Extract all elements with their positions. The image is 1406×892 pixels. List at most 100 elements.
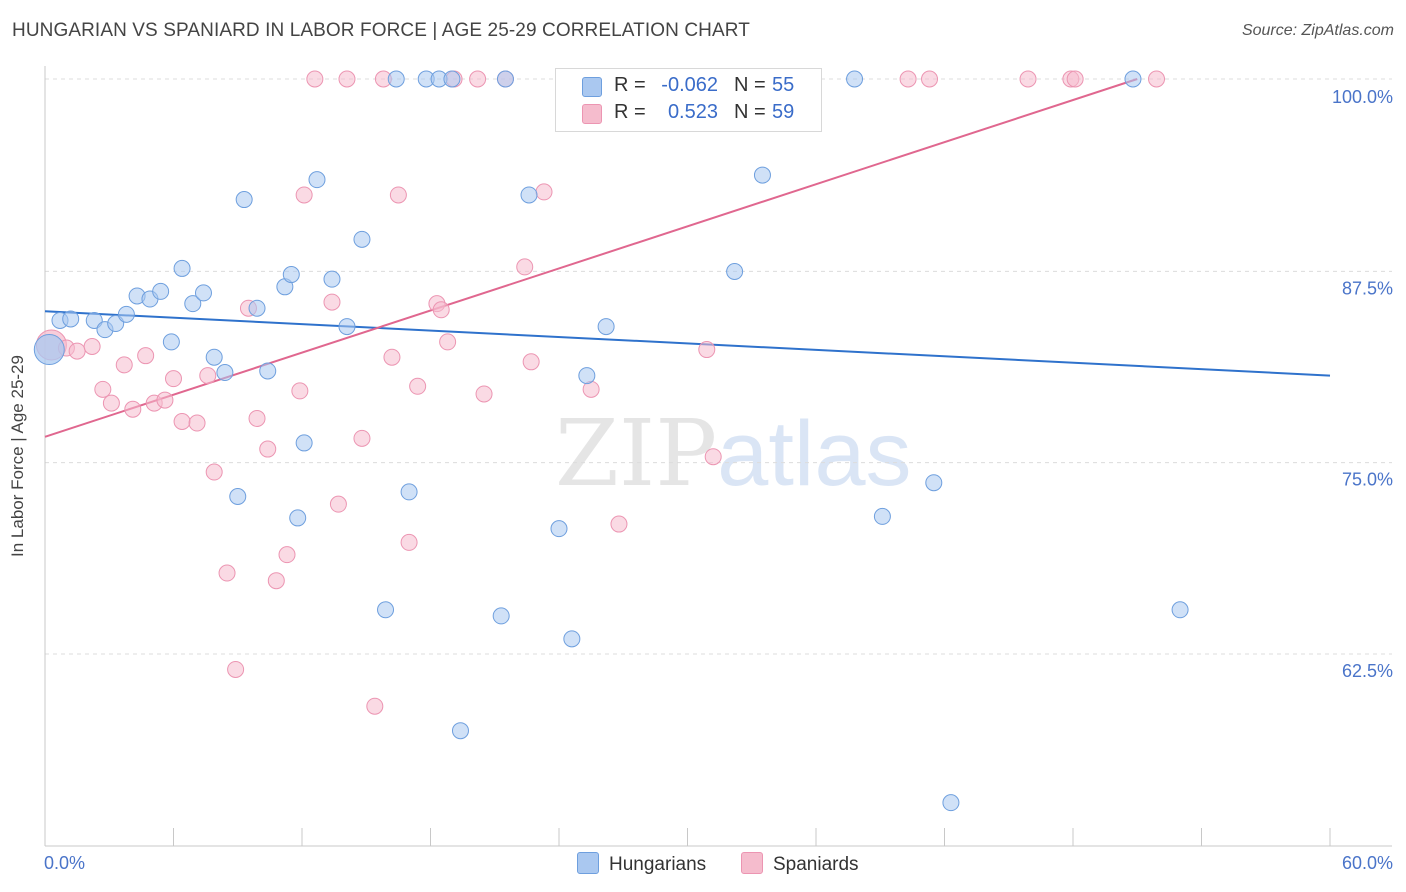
gridlines bbox=[45, 78, 1392, 655]
spaniard-point bbox=[205, 463, 223, 481]
hungarian-point bbox=[184, 295, 202, 313]
hungarian-point bbox=[873, 507, 891, 525]
hungarians-trend-line bbox=[44, 310, 1331, 377]
spaniard-point bbox=[409, 377, 427, 395]
spaniard-point bbox=[218, 564, 236, 582]
spaniard-point bbox=[338, 70, 356, 88]
spaniard-point bbox=[278, 546, 296, 564]
legend-n-value: 55 bbox=[772, 74, 795, 96]
hungarian-point bbox=[62, 310, 80, 328]
spaniard-point bbox=[535, 183, 553, 201]
hungarians-legend-label: Hungarians bbox=[609, 854, 707, 875]
spaniards-swatch bbox=[582, 104, 602, 124]
legend-item-spaniards: Spaniards bbox=[741, 852, 859, 876]
spaniard-point bbox=[469, 70, 487, 88]
hungarian-point bbox=[152, 282, 170, 300]
hungarian-point bbox=[443, 70, 461, 88]
hungarian-point bbox=[117, 305, 135, 323]
hungarian-point bbox=[597, 318, 615, 336]
spaniard-point bbox=[137, 347, 155, 365]
watermark: ZIPatlas bbox=[555, 400, 912, 507]
hungarian-point bbox=[353, 230, 371, 248]
spaniard-point bbox=[475, 385, 493, 403]
hungarian-point bbox=[726, 262, 744, 280]
spaniard-point bbox=[921, 70, 939, 88]
spaniard-point bbox=[165, 370, 182, 388]
y-tick-label: 62.5% bbox=[1342, 661, 1393, 681]
hungarian-point bbox=[229, 488, 247, 506]
hungarian-point bbox=[248, 299, 266, 317]
hungarian-point bbox=[1171, 601, 1189, 619]
spaniard-point bbox=[516, 258, 534, 276]
hungarian-point bbox=[259, 362, 277, 380]
hungarian-point bbox=[216, 364, 234, 382]
spaniard-point bbox=[329, 495, 347, 513]
hungarian-point bbox=[162, 333, 180, 351]
hungarian-point bbox=[846, 70, 864, 88]
spaniard-point bbox=[389, 186, 407, 204]
hungarians-swatch bbox=[582, 77, 602, 97]
hungarian-point bbox=[338, 318, 356, 336]
spaniard-point bbox=[522, 353, 540, 371]
legend-row-spaniards: R = 0.523 N = 59 bbox=[556, 100, 821, 128]
hungarian-point bbox=[387, 70, 405, 88]
hungarian-point bbox=[496, 70, 514, 88]
hungarian-point bbox=[33, 334, 65, 366]
hungarian-point bbox=[942, 794, 960, 812]
hungarian-point bbox=[282, 266, 300, 284]
legend-r-label: R = bbox=[614, 101, 646, 123]
watermark-atlas: atlas bbox=[717, 403, 912, 505]
hungarian-point bbox=[295, 434, 313, 452]
spaniard-point bbox=[353, 429, 371, 447]
spaniard-point bbox=[102, 394, 120, 412]
hungarian-point bbox=[205, 348, 223, 366]
spaniard-point bbox=[267, 572, 285, 590]
series-spaniards bbox=[35, 70, 1166, 715]
spaniard-point bbox=[115, 356, 133, 374]
x-tick-label: 60.0% bbox=[1342, 853, 1393, 873]
legend-n-value: 59 bbox=[772, 101, 795, 123]
spaniard-point bbox=[323, 293, 341, 311]
correlation-legend: R = -0.062 N = 55 R = 0.523 N = 59 bbox=[555, 68, 822, 132]
hungarian-point bbox=[550, 520, 568, 538]
legend-row-hungarians: R = -0.062 N = 55 bbox=[556, 73, 821, 101]
x-tick-label: 0.0% bbox=[44, 853, 85, 873]
spaniard-point bbox=[94, 380, 112, 398]
spaniard-point bbox=[1019, 70, 1037, 88]
hungarian-point bbox=[235, 191, 253, 209]
spaniard-point bbox=[306, 70, 324, 88]
axes bbox=[44, 66, 1392, 847]
legend-n-label: N = bbox=[734, 74, 766, 96]
hungarian-point bbox=[563, 630, 581, 648]
hungarian-point bbox=[925, 474, 943, 492]
spaniards-legend-label: Spaniards bbox=[773, 854, 859, 875]
legend-r-value: 0.523 bbox=[667, 101, 718, 123]
hungarian-point bbox=[377, 601, 395, 619]
y-tick-label: 75.0% bbox=[1342, 470, 1393, 490]
spaniard-point bbox=[259, 440, 277, 458]
hungarian-point bbox=[289, 509, 307, 527]
legend-r-label: R = bbox=[614, 74, 646, 96]
spaniards-legend-swatch bbox=[741, 852, 763, 874]
trend-lines bbox=[44, 78, 1331, 438]
hungarian-point bbox=[323, 270, 341, 288]
source-label: Source: ZipAtlas.com bbox=[1241, 22, 1394, 39]
spaniard-point bbox=[83, 337, 101, 355]
spaniard-point bbox=[400, 533, 418, 551]
hungarian-point bbox=[520, 186, 538, 204]
hungarians-legend-swatch bbox=[577, 852, 599, 874]
spaniard-point bbox=[383, 348, 401, 366]
hungarian-point bbox=[173, 259, 191, 277]
spaniard-point bbox=[199, 367, 217, 385]
legend-item-hungarians: Hungarians bbox=[577, 852, 706, 876]
hungarian-point bbox=[578, 367, 596, 385]
spaniard-point bbox=[610, 515, 628, 533]
y-tick-label: 87.5% bbox=[1342, 278, 1393, 298]
spaniard-point bbox=[704, 448, 722, 466]
hungarian-point bbox=[194, 284, 212, 302]
chart-title: HUNGARIAN VS SPANIARD IN LABOR FORCE | A… bbox=[12, 20, 750, 41]
spaniard-point bbox=[1148, 70, 1166, 88]
spaniard-point bbox=[156, 391, 174, 409]
spaniard-point bbox=[227, 660, 245, 678]
